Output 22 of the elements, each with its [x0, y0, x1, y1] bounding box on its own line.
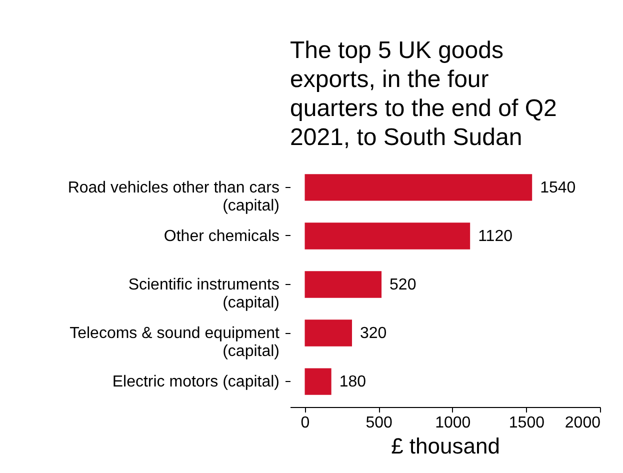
- y-tick-label: Telecoms & sound equipment (capital): [70, 325, 280, 360]
- y-tick-label: Road vehicles other than cars (capital): [68, 179, 280, 214]
- x-tick-label: 2000: [564, 414, 601, 432]
- bar: [304, 222, 470, 250]
- bar: [304, 174, 532, 201]
- bar: [304, 320, 352, 346]
- data-label: 320: [360, 325, 387, 342]
- y-tick-label: Electric motors (capital): [112, 374, 280, 391]
- bar: [304, 271, 382, 298]
- x-tick-label: 500: [366, 414, 393, 432]
- x-tick-label: 1500: [508, 414, 545, 432]
- data-label: 1120: [478, 228, 513, 245]
- data-label: 1540: [540, 179, 576, 196]
- x-tick-label: 1000: [435, 414, 471, 432]
- bar: [304, 368, 332, 395]
- y-tick-label: Scientific instruments (capital): [128, 276, 280, 312]
- y-tick-label: Other chemicals: [164, 228, 280, 245]
- chart-title: The top 5 UK goods exports, in the four quarters to the end of Q2 2021, to South Sudan: [290, 37, 557, 151]
- data-label: 180: [339, 374, 366, 391]
- x-tick-label: 0: [300, 414, 310, 432]
- x-axis-title: £ thousand: [391, 434, 500, 458]
- data-label: 520: [390, 276, 416, 294]
